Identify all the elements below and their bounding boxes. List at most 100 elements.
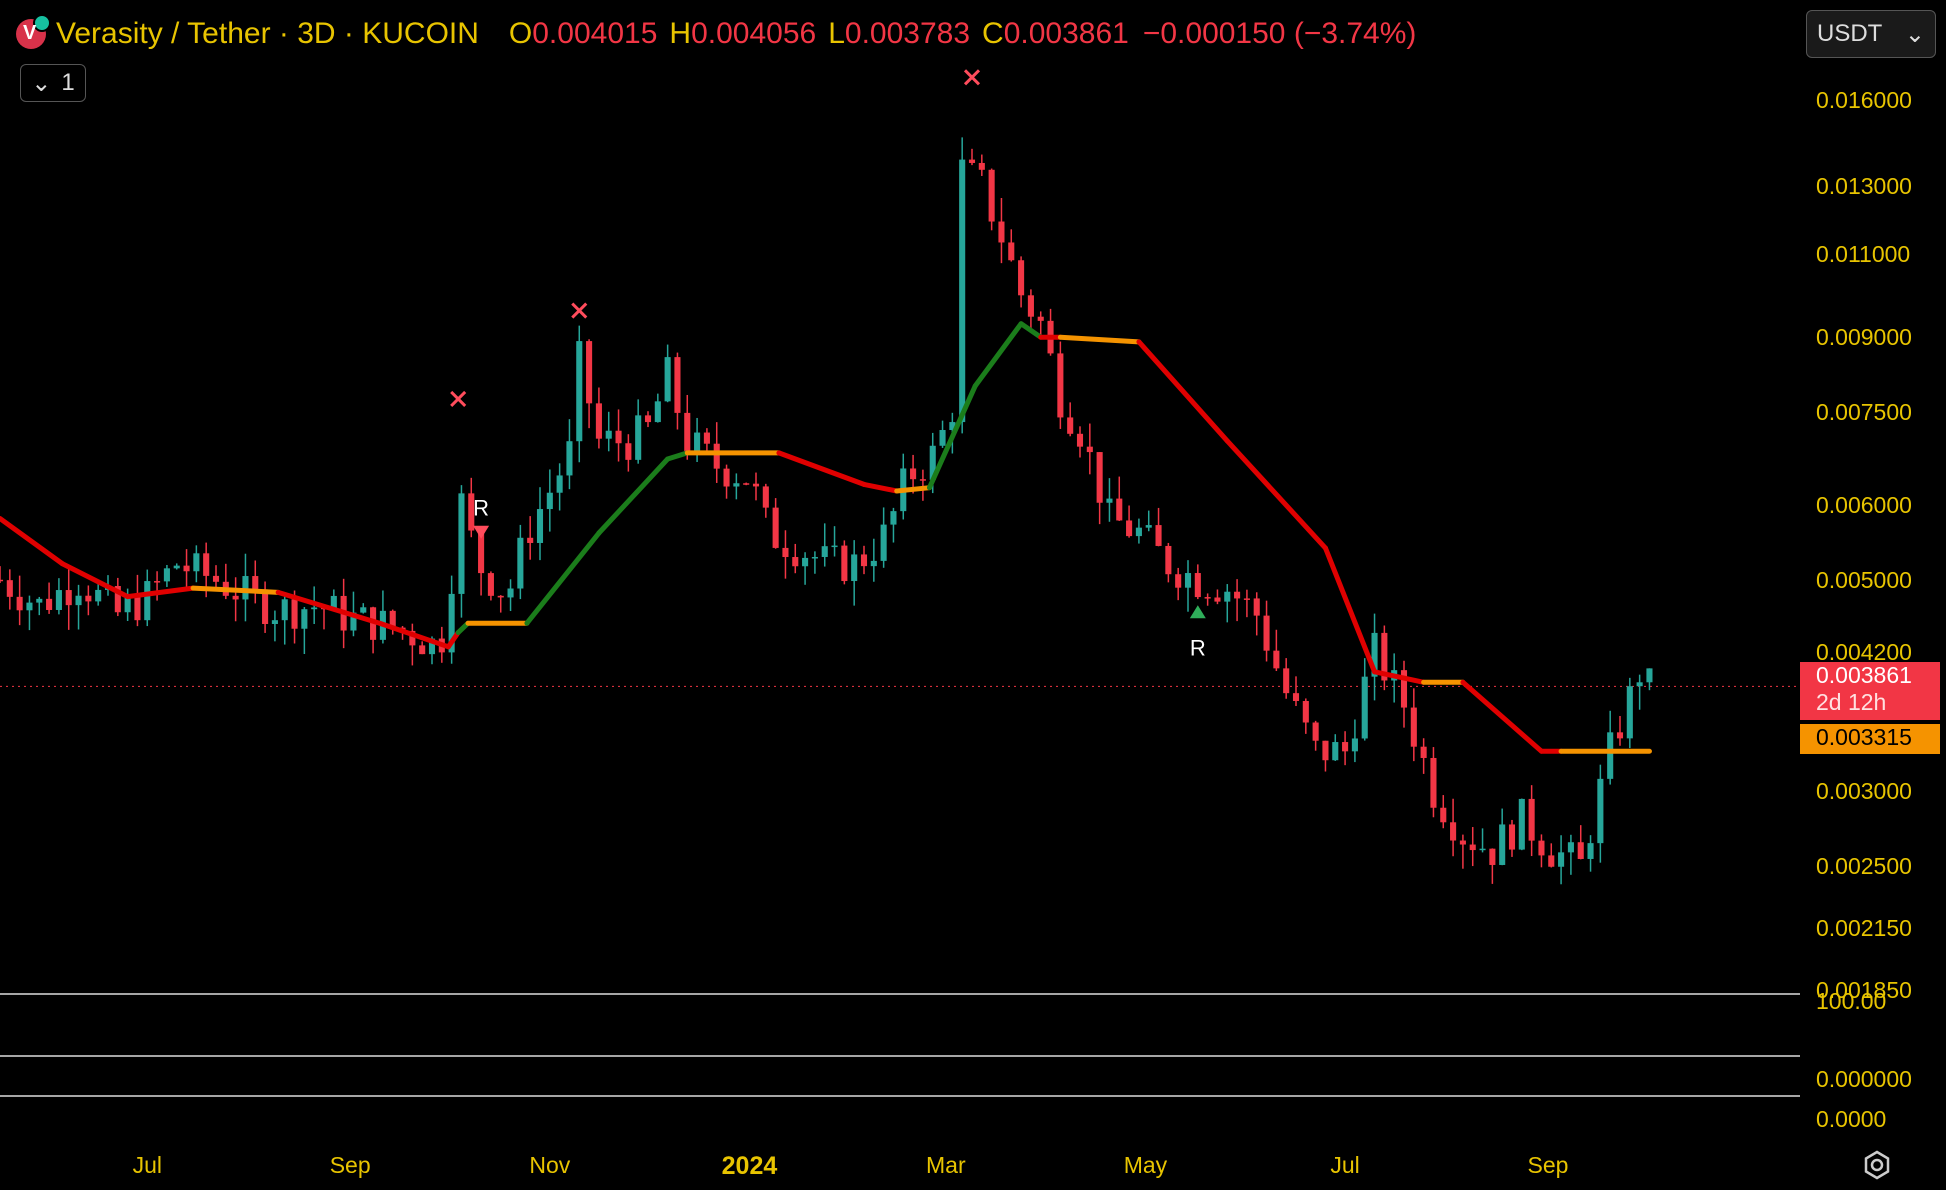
cross-marker — [571, 302, 588, 319]
candle-body — [55, 590, 62, 610]
high-label: H — [669, 17, 692, 50]
candle-body — [154, 581, 161, 583]
candle-body — [1410, 707, 1417, 747]
candle-body — [929, 445, 936, 480]
candle-body — [193, 553, 200, 572]
trend-line-segment — [377, 620, 451, 650]
candle-body — [1351, 738, 1358, 752]
candle-body — [536, 509, 544, 543]
candle-body — [654, 401, 661, 423]
candle-body — [527, 537, 534, 543]
candle-body — [468, 493, 475, 531]
candle-body — [831, 545, 838, 548]
candle-body — [988, 169, 995, 222]
candle-body — [16, 596, 23, 611]
candle-body — [507, 588, 514, 598]
y-tick-label: 0.016000 — [1816, 86, 1912, 113]
candle-body — [6, 580, 13, 597]
candle-body — [802, 557, 809, 567]
trend-line-segment — [524, 530, 602, 626]
candle-body — [1184, 573, 1192, 588]
candle-body — [1342, 742, 1349, 752]
candle-body — [65, 590, 72, 606]
trend-price-tag: 0.003315 — [1800, 724, 1940, 754]
candle-body — [1469, 844, 1476, 851]
candle-body — [1263, 615, 1270, 651]
candle-body — [635, 415, 642, 460]
candle-body — [271, 620, 278, 625]
symbol-title[interactable]: Verasity / Tether · 3D · KUCOIN — [56, 17, 479, 50]
settings-gear-icon[interactable] — [1862, 1150, 1892, 1180]
candle-body — [1194, 573, 1201, 598]
candle-body — [301, 609, 308, 629]
candle-body — [566, 441, 573, 476]
candle-body — [556, 475, 563, 493]
candle-body — [703, 432, 710, 444]
candle-body — [1538, 840, 1545, 856]
trend-line-segment — [596, 456, 671, 536]
candle-body — [733, 483, 740, 487]
candle-body — [1027, 295, 1034, 317]
candle-body — [684, 412, 691, 453]
trend-line-segment — [894, 485, 932, 494]
indicator-count: 1 — [61, 69, 75, 96]
candle-body — [1214, 597, 1221, 602]
candle-body — [1018, 260, 1025, 296]
candle-body — [1302, 701, 1309, 723]
candle-body — [124, 597, 131, 613]
candle-body — [1243, 598, 1250, 600]
candle-body — [428, 638, 436, 655]
candle-body — [1607, 732, 1614, 779]
candle-body — [576, 341, 583, 442]
close-label: C — [982, 17, 1004, 50]
x-tick-label: Jul — [132, 1152, 162, 1178]
candle-body — [644, 415, 652, 423]
last-price-value: 0.003861 — [1816, 662, 1912, 688]
candle-body — [262, 589, 269, 625]
candle-body — [959, 159, 966, 423]
candle-body — [1116, 498, 1123, 521]
candle-body — [1400, 670, 1408, 708]
candle-body — [713, 443, 720, 469]
y-tick-label: 0.003000 — [1816, 777, 1912, 804]
candle-body — [664, 357, 671, 402]
cross-marker — [450, 390, 467, 407]
trend-line-segment — [972, 321, 1024, 389]
candle-body — [1037, 316, 1044, 321]
open-value: 0.004015 — [532, 17, 658, 50]
candle-body — [1459, 840, 1466, 845]
y-tick-label: 0.013000 — [1816, 172, 1912, 199]
candle-body — [1086, 446, 1093, 453]
y-tick-label: 0.006000 — [1816, 491, 1912, 518]
candle-body — [1106, 498, 1113, 503]
candle-body — [95, 589, 102, 602]
candle-body — [821, 546, 828, 557]
indicator-collapse-button[interactable]: ⌄ 1 — [20, 64, 86, 102]
candle-body — [1283, 668, 1290, 694]
candle-body — [998, 221, 1005, 243]
signal-label: R — [473, 496, 489, 521]
trend-line-segment — [1057, 334, 1142, 345]
x-tick-label: Nov — [529, 1152, 571, 1178]
candle-body — [1636, 682, 1643, 687]
candle-body — [1165, 545, 1172, 575]
candle-body — [330, 595, 337, 610]
candle-body — [1499, 824, 1506, 865]
candle-body — [1558, 852, 1565, 867]
trend-line-segment — [275, 589, 383, 626]
candle-body — [1450, 822, 1457, 841]
sell-arrow-marker — [473, 525, 490, 539]
sub-pane-label-3: 0.0000 — [1816, 1106, 1887, 1132]
candle-body — [605, 430, 612, 439]
candle-body — [1126, 520, 1133, 537]
candle-body — [1332, 742, 1339, 761]
currency-select[interactable]: USDT ⌄ — [1806, 10, 1936, 58]
candle-body — [811, 556, 818, 559]
candle-body — [890, 511, 897, 525]
candle-body — [1577, 842, 1584, 859]
candle-body — [0, 579, 4, 582]
candle-body — [1489, 848, 1496, 865]
candle-body — [1420, 746, 1427, 758]
candle-body — [625, 443, 632, 460]
